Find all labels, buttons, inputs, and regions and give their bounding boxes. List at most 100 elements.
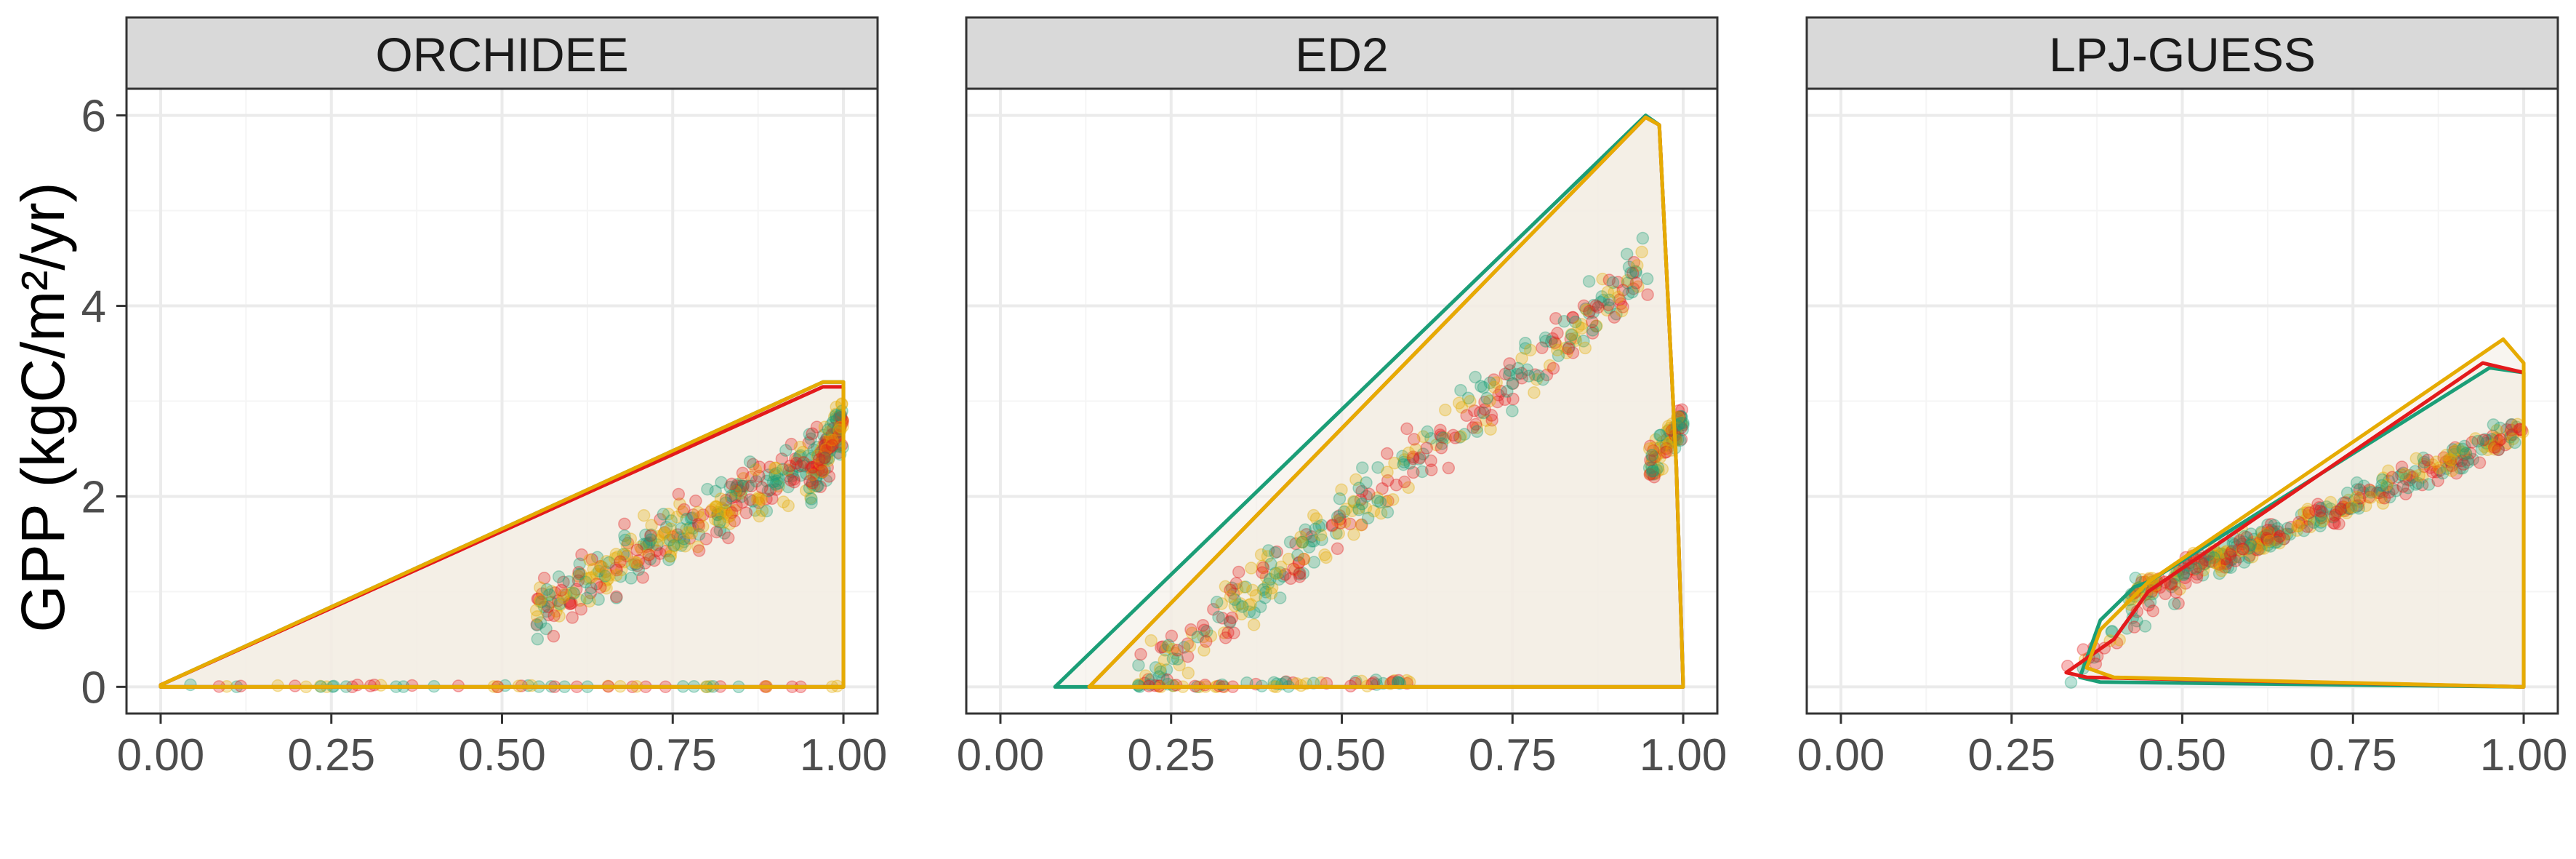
data-point — [1642, 461, 1656, 474]
data-point — [789, 452, 802, 466]
data-point — [818, 463, 831, 476]
data-point — [1616, 300, 1629, 313]
data-point — [1239, 580, 1253, 594]
data-point — [2212, 567, 2226, 580]
data-point — [1631, 259, 1644, 272]
data-point — [600, 574, 614, 587]
data-point — [824, 436, 837, 450]
data-point — [2396, 480, 2410, 493]
data-point — [2322, 510, 2336, 523]
data-point — [657, 527, 671, 540]
data-point — [1291, 548, 1304, 562]
data-point — [537, 572, 551, 585]
data-point — [1560, 346, 1573, 359]
data-point — [2217, 554, 2231, 567]
data-point — [1514, 367, 1528, 380]
data-point — [789, 459, 803, 473]
data-point — [731, 478, 744, 491]
data-point — [2172, 596, 2185, 610]
data-point — [2468, 432, 2482, 445]
data-point — [634, 540, 647, 554]
x-tick-label: 0.75 — [629, 730, 717, 780]
data-point — [810, 420, 824, 434]
data-point — [584, 586, 598, 599]
data-point — [2243, 549, 2256, 562]
hull-outline-series-3 — [159, 380, 846, 689]
data-point — [1648, 468, 1661, 481]
data-point — [2471, 434, 2484, 448]
data-point — [667, 529, 681, 543]
data-point — [630, 556, 643, 570]
data-point — [2380, 481, 2394, 494]
data-point — [563, 597, 577, 610]
data-point — [556, 591, 570, 604]
data-point — [1522, 369, 1536, 383]
data-point — [1293, 567, 1307, 580]
data-point — [598, 579, 611, 593]
data-point — [803, 428, 816, 441]
data-point — [2299, 513, 2313, 526]
data-point — [1210, 596, 1224, 609]
data-point — [2362, 490, 2376, 504]
data-point — [2187, 563, 2201, 577]
data-point — [1592, 300, 1605, 314]
data-point — [816, 428, 830, 442]
data-point — [675, 539, 688, 552]
data-point — [829, 429, 843, 442]
data-point — [1538, 331, 1552, 345]
data-point — [1282, 552, 1296, 566]
data-point — [2445, 459, 2459, 473]
data-point — [2353, 483, 2367, 496]
data-point — [2256, 537, 2269, 551]
data-point — [2433, 464, 2447, 477]
data-point — [2273, 536, 2286, 550]
data-point — [1300, 527, 1313, 541]
data-point — [1458, 428, 1471, 441]
data-point — [718, 527, 731, 540]
data-point — [787, 475, 801, 489]
data-point — [1656, 463, 1669, 476]
data-point — [2352, 502, 2366, 515]
data-point — [713, 524, 727, 537]
data-point — [822, 454, 835, 468]
data-point — [665, 545, 678, 558]
data-point — [2485, 433, 2499, 446]
data-point — [715, 501, 729, 514]
data-point — [579, 575, 593, 588]
data-point — [793, 450, 806, 463]
data-point — [1568, 315, 1582, 329]
data-point — [2465, 436, 2479, 449]
data-point — [794, 459, 808, 473]
data-point — [1647, 444, 1660, 458]
data-point — [2261, 524, 2274, 537]
data-point — [2417, 458, 2431, 471]
data-point — [819, 436, 833, 449]
data-point — [1160, 663, 1173, 676]
data-point — [2353, 495, 2367, 508]
data-point — [2298, 506, 2311, 519]
data-point — [1626, 282, 1640, 295]
data-point — [2235, 544, 2249, 558]
data-point — [551, 594, 565, 607]
data-point — [1293, 556, 1306, 570]
data-point — [621, 537, 635, 550]
data-point — [2377, 471, 2390, 484]
data-point — [1412, 452, 1426, 466]
data-point — [1296, 567, 1310, 580]
data-point — [1160, 640, 1173, 653]
data-point — [2225, 553, 2239, 567]
data-point — [1568, 332, 1581, 345]
data-point — [801, 458, 814, 471]
data-point — [2233, 535, 2247, 548]
data-point — [814, 466, 828, 480]
data-point — [2399, 487, 2412, 500]
data-point — [2220, 555, 2234, 568]
data-point — [614, 570, 627, 583]
data-point — [1337, 505, 1351, 519]
data-point — [531, 632, 545, 646]
data-point — [2342, 493, 2355, 507]
data-point — [1402, 481, 1415, 495]
y-tick-label: 2 — [81, 472, 106, 522]
data-point — [1586, 305, 1600, 319]
data-point — [592, 593, 605, 606]
